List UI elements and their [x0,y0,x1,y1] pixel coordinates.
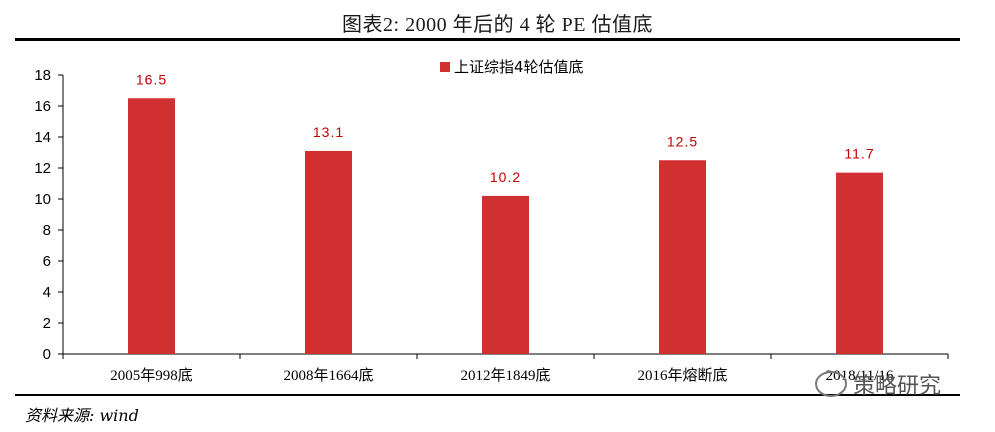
bar [128,98,175,354]
legend-label: 上证综指4轮估值底 [454,58,584,76]
x-tick-label: 2012年1849底 [460,367,550,384]
y-tick-label: 6 [43,253,51,270]
y-tick-label: 8 [43,222,51,239]
y-tick-label: 12 [34,160,51,177]
data-label: 11.7 [844,146,874,162]
chart-title: 图表2: 2000 年后的 4 轮 PE 估值底 [342,14,653,36]
y-tick-label: 2 [43,315,51,332]
source-note: 资料来源: wind [25,406,139,425]
y-tick-label: 4 [43,284,51,301]
data-label: 10.2 [490,169,521,185]
bar [305,150,352,354]
x-tick-label: 2005年998底 [110,367,193,384]
watermark-text: 策略研究 [853,374,942,399]
bar [659,160,706,354]
footer-divider [15,394,960,396]
data-label: 13.1 [313,124,344,140]
y-tick-label: 14 [34,129,51,146]
wechat-icon [815,371,847,397]
bar [836,172,883,354]
bar [482,195,529,354]
data-label: 16.5 [136,71,167,87]
y-tick-label: 18 [34,67,51,84]
legend-swatch [440,62,450,72]
x-tick-label: 2008年1664底 [283,367,373,384]
watermark: 策略研究 [815,368,941,400]
y-tick-label: 16 [34,98,51,115]
title-divider [15,38,960,41]
x-tick-label: 2016年熔断底 [637,367,727,384]
y-tick-label: 0 [43,346,51,363]
y-tick-label: 10 [34,191,51,208]
data-label: 12.5 [667,133,698,149]
bar-chart: 0 2 4 6 8 10 12 14 16 18 16.5 2005年998底 13.1 2008年166… [34,58,949,384]
